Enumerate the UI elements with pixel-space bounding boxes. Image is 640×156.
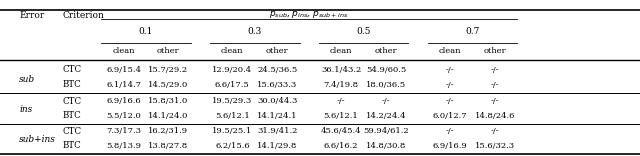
Text: 14.2/24.4: 14.2/24.4 xyxy=(365,112,406,120)
Text: 59.94/61.2: 59.94/61.2 xyxy=(363,127,409,135)
Text: 0.7: 0.7 xyxy=(465,27,479,36)
Text: 6.0/12.7: 6.0/12.7 xyxy=(433,112,467,120)
Text: CTC: CTC xyxy=(63,127,82,136)
Text: ins: ins xyxy=(19,105,33,115)
Text: 6.9/16.6: 6.9/16.6 xyxy=(106,97,141,105)
Text: -/-: -/- xyxy=(490,97,499,105)
Text: 5.8/13.9: 5.8/13.9 xyxy=(106,142,141,150)
Text: 6.1/14.7: 6.1/14.7 xyxy=(106,81,141,89)
Text: BTC: BTC xyxy=(63,141,81,151)
Text: 14.5/29.0: 14.5/29.0 xyxy=(148,81,188,89)
Text: -/-: -/- xyxy=(490,66,499,74)
Text: -/-: -/- xyxy=(445,127,454,135)
Text: CTC: CTC xyxy=(63,66,82,75)
Text: clean: clean xyxy=(330,47,353,55)
Text: -/-: -/- xyxy=(445,97,454,105)
Text: -/-: -/- xyxy=(490,127,499,135)
Text: 0.1: 0.1 xyxy=(139,27,153,36)
Text: 30.0/44.3: 30.0/44.3 xyxy=(257,97,298,105)
Text: CTC: CTC xyxy=(63,97,82,105)
Text: 7.4/19.8: 7.4/19.8 xyxy=(324,81,358,89)
Text: 19.5/25.1: 19.5/25.1 xyxy=(212,127,252,135)
Text: 6.2/15.6: 6.2/15.6 xyxy=(215,142,250,150)
Text: 16.2/31.9: 16.2/31.9 xyxy=(148,127,188,135)
Text: BTC: BTC xyxy=(63,80,81,90)
Text: 54.9/60.5: 54.9/60.5 xyxy=(366,66,406,74)
Text: 14.1/24.1: 14.1/24.1 xyxy=(257,112,298,120)
Text: clean: clean xyxy=(438,47,461,55)
Text: $p_\mathit{sub}$, $p_\mathit{ins}$, $p_\mathit{sub+ins}$: $p_\mathit{sub}$, $p_\mathit{ins}$, $p_\… xyxy=(269,10,349,20)
Text: 14.8/24.6: 14.8/24.6 xyxy=(474,112,515,120)
Text: 19.5/29.3: 19.5/29.3 xyxy=(212,97,252,105)
Text: 6.9/16.9: 6.9/16.9 xyxy=(433,142,467,150)
Text: clean: clean xyxy=(112,47,135,55)
Text: 24.5/36.5: 24.5/36.5 xyxy=(257,66,297,74)
Text: other: other xyxy=(157,47,180,55)
Text: other: other xyxy=(266,47,289,55)
Text: 6.6/16.2: 6.6/16.2 xyxy=(324,142,358,150)
Text: 6.9/15.4: 6.9/15.4 xyxy=(106,66,141,74)
Text: sub+ins: sub+ins xyxy=(19,136,56,144)
Text: 14.1/29.8: 14.1/29.8 xyxy=(257,142,298,150)
Text: 45.6/45.4: 45.6/45.4 xyxy=(321,127,362,135)
Text: other: other xyxy=(483,47,506,55)
Text: -/-: -/- xyxy=(490,81,499,89)
Text: 14.8/30.8: 14.8/30.8 xyxy=(365,142,406,150)
Text: 15.8/31.0: 15.8/31.0 xyxy=(148,97,188,105)
Text: other: other xyxy=(374,47,397,55)
Text: 15.6/32.3: 15.6/32.3 xyxy=(475,142,515,150)
Text: -/-: -/- xyxy=(445,81,454,89)
Text: clean: clean xyxy=(221,47,244,55)
Text: 6.6/17.5: 6.6/17.5 xyxy=(215,81,250,89)
Text: 31.9/41.2: 31.9/41.2 xyxy=(257,127,298,135)
Text: 15.7/29.2: 15.7/29.2 xyxy=(148,66,188,74)
Text: 5.5/12.0: 5.5/12.0 xyxy=(106,112,141,120)
Text: 18.0/36.5: 18.0/36.5 xyxy=(366,81,406,89)
Text: -/-: -/- xyxy=(381,97,390,105)
Text: sub: sub xyxy=(19,75,35,83)
Text: Criterion: Criterion xyxy=(63,10,104,20)
Text: -/-: -/- xyxy=(445,66,454,74)
Text: 5.6/12.1: 5.6/12.1 xyxy=(215,112,250,120)
Text: 7.3/17.3: 7.3/17.3 xyxy=(106,127,141,135)
Text: 15.6/33.3: 15.6/33.3 xyxy=(257,81,297,89)
Text: 5.6/12.1: 5.6/12.1 xyxy=(324,112,358,120)
Text: Error: Error xyxy=(19,10,44,20)
Text: -/-: -/- xyxy=(337,97,346,105)
Text: BTC: BTC xyxy=(63,112,81,120)
Text: 36.1/43.2: 36.1/43.2 xyxy=(321,66,361,74)
Text: 0.5: 0.5 xyxy=(356,27,371,36)
Text: 0.3: 0.3 xyxy=(248,27,262,36)
Text: 12.9/20.4: 12.9/20.4 xyxy=(212,66,252,74)
Text: 14.1/24.0: 14.1/24.0 xyxy=(148,112,189,120)
Text: 13.8/27.8: 13.8/27.8 xyxy=(148,142,188,150)
